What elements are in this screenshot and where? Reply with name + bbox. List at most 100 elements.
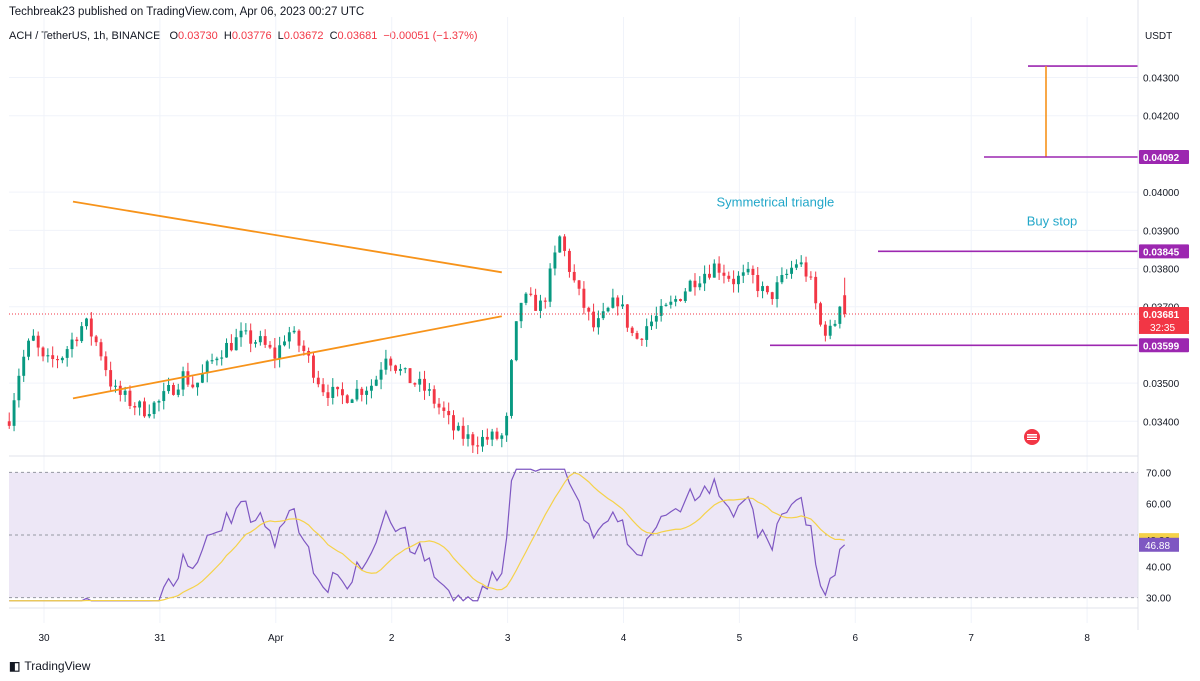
- low-value: 0.03672: [283, 30, 324, 42]
- candle-body: [118, 385, 122, 395]
- time-tick: 3: [505, 633, 511, 644]
- time-tick: 31: [154, 633, 166, 644]
- candle-body: [254, 342, 257, 344]
- candle-body: [205, 361, 209, 374]
- candle-body: [476, 445, 480, 447]
- candle-body: [12, 400, 16, 426]
- candle-body: [833, 323, 837, 326]
- candle-body: [447, 410, 451, 416]
- candle-body: [659, 305, 663, 316]
- candles: [7, 234, 847, 455]
- candle-body: [640, 338, 644, 340]
- symbol-name[interactable]: ACH / TetherUS, 1h, BINANCE: [9, 30, 161, 42]
- rsi-pane: [9, 468, 1138, 609]
- candle-body: [225, 342, 228, 358]
- target-base-label: 0.04092: [1143, 153, 1180, 164]
- candle-body: [147, 414, 151, 417]
- rsi-tick: 30.00: [1146, 594, 1171, 605]
- candle-body: [302, 345, 306, 351]
- brand-name: TradingView: [24, 659, 91, 673]
- candle-body: [543, 300, 547, 302]
- candle-body: [823, 324, 827, 336]
- candle-body: [587, 307, 591, 312]
- candle-body: [741, 272, 745, 276]
- time-tick: 5: [737, 633, 743, 644]
- entry-annotation: Buy stop: [1027, 214, 1078, 229]
- candle-body: [360, 388, 364, 395]
- candle-body: [563, 236, 567, 251]
- candle-body: [331, 386, 335, 398]
- triangle-lower-line: [72, 315, 502, 400]
- open-value: 0.03730: [178, 30, 218, 42]
- high-value: 0.03776: [231, 30, 272, 42]
- candle-body: [220, 357, 224, 359]
- candle-body: [751, 268, 755, 275]
- candle-body: [505, 415, 509, 436]
- candle-body: [519, 302, 523, 322]
- candle-body: [490, 431, 494, 440]
- candle-body: [510, 360, 513, 416]
- candle-body: [89, 318, 93, 337]
- candle-body: [413, 383, 417, 385]
- candle-body: [669, 301, 673, 305]
- candle-body: [181, 371, 185, 390]
- candle-body: [162, 391, 166, 402]
- candle-body: [717, 263, 721, 273]
- candle-body: [345, 395, 349, 403]
- candle-body: [674, 299, 678, 302]
- flag-icon[interactable]: [1024, 429, 1040, 445]
- last-price-label-countdown: 32:35: [1150, 323, 1175, 334]
- candle-body: [693, 280, 697, 288]
- candle-body: [471, 434, 475, 446]
- target-base-label-bg: [1139, 149, 1189, 164]
- candle-body: [167, 384, 171, 392]
- candle-body: [645, 326, 649, 340]
- candle-body: [31, 335, 35, 341]
- candle-body: [630, 327, 634, 334]
- candle-body: [128, 390, 132, 406]
- candle-body: [398, 368, 402, 371]
- triangle-upper-line: [72, 200, 502, 274]
- candle-body: [133, 405, 137, 408]
- high-label: H: [223, 30, 232, 42]
- candle-body: [229, 342, 233, 351]
- candle-body: [679, 299, 682, 301]
- candle-body: [452, 415, 455, 431]
- candle-body: [650, 321, 653, 327]
- candle-body: [708, 273, 711, 278]
- candle-body: [625, 304, 629, 328]
- price-tick: 0.03400: [1143, 417, 1180, 428]
- candle-body: [698, 283, 702, 288]
- candle-body: [529, 293, 533, 295]
- candle-body: [258, 336, 262, 343]
- candle-body: [790, 267, 794, 274]
- candle-body: [567, 250, 571, 272]
- candle-body: [814, 276, 818, 304]
- candle-body: [27, 340, 30, 357]
- brand-footer[interactable]: ◧ TradingView: [9, 659, 90, 673]
- candle-body: [46, 355, 50, 357]
- price-labels: 0.040920.038450.0368132:350.0359948.3646…: [1139, 149, 1189, 552]
- candle-body: [210, 360, 214, 362]
- currency-label: USDT: [1145, 31, 1172, 42]
- candle-body: [548, 268, 552, 302]
- candle-body: [143, 401, 146, 417]
- price-tick: 0.04200: [1143, 112, 1180, 123]
- candle-body: [418, 378, 422, 385]
- candle-body: [200, 373, 204, 383]
- candle-body: [838, 306, 842, 324]
- price-tick: 0.04300: [1143, 74, 1180, 85]
- candle-body: [157, 401, 161, 403]
- candle-body: [654, 315, 658, 322]
- candle-body: [596, 318, 600, 328]
- candle-body: [215, 358, 219, 361]
- candle-body: [85, 318, 88, 327]
- close-label: C: [329, 30, 338, 42]
- candle-body: [577, 280, 581, 289]
- candle-body: [770, 292, 774, 300]
- candle-body: [316, 377, 320, 385]
- last-price-label-bg: [1139, 306, 1189, 321]
- candle-body: [17, 375, 21, 401]
- candle-body: [746, 268, 750, 273]
